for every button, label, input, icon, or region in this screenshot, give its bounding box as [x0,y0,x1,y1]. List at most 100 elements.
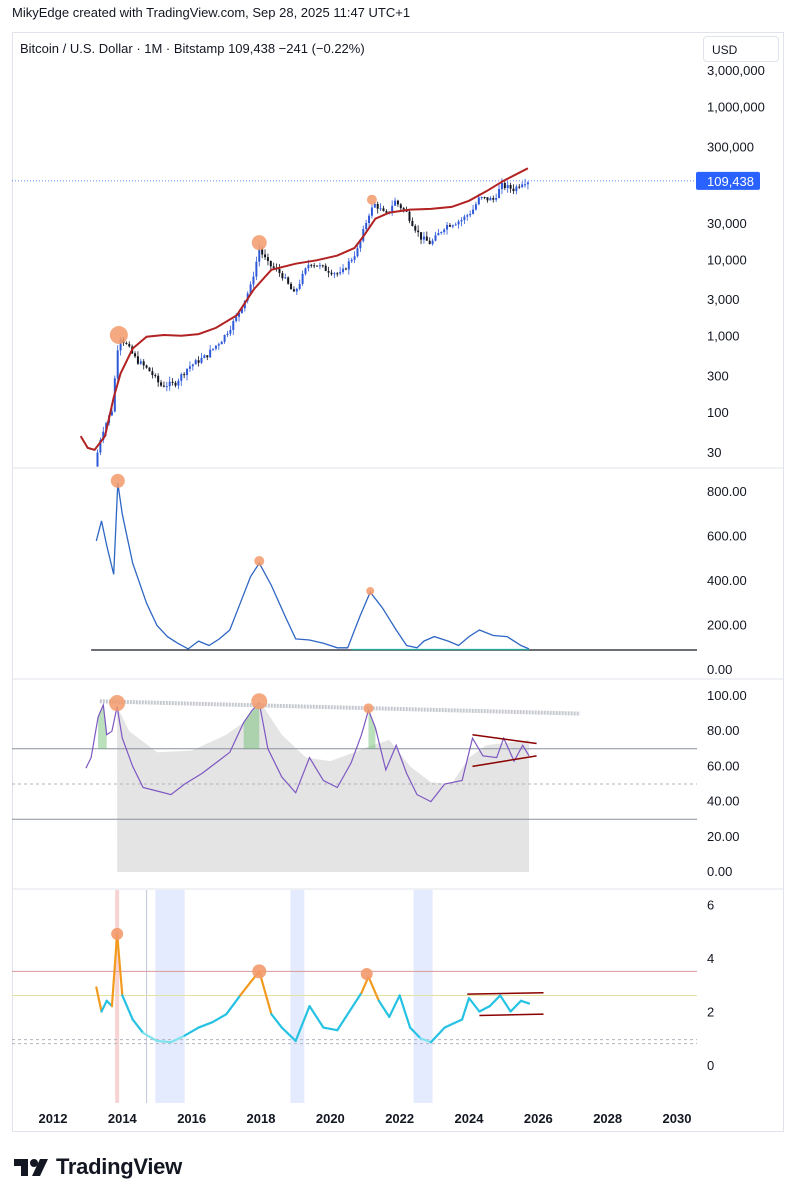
price-candle [446,225,449,230]
x-axis-tick: 2028 [593,1111,622,1126]
price-candle [437,233,440,236]
price-axis-tick: 3,000 [707,292,740,307]
rsi-axis-tick: 100.00 [707,688,747,703]
price-candle [191,364,194,367]
pane2-peak-marker [366,587,375,596]
pane4-oscillator-segment [336,1007,353,1032]
pane4-peak-marker [111,927,124,940]
chart-frame [12,32,784,1132]
legend-last-price: 109,438 [228,41,279,56]
bear-zone-shading [290,890,305,1103]
pane4-oscillator-segment [509,999,523,1013]
price-candle [483,197,486,199]
price-candle [408,211,411,221]
price-candle [102,431,105,441]
price-candle [145,365,148,368]
price-candle [411,220,414,226]
price-candle [304,268,307,274]
price-candle [168,381,171,387]
price-candle [194,360,197,365]
price-candle [99,440,102,453]
x-axis-tick: 2024 [455,1111,485,1126]
price-candle [177,380,180,386]
price-candle [365,222,368,230]
price-candle [171,381,174,383]
price-candle [310,264,313,266]
price-candle [368,215,371,223]
price-axis-tick: 1,000,000 [707,99,765,114]
pane4-axis-tick: 4 [707,951,714,966]
pane4-channel-lower [479,1013,544,1017]
pane4-peak-marker [252,964,267,979]
pane4-axis-tick: 2 [707,1005,714,1020]
price-candle [214,345,217,349]
price-candle [183,374,186,376]
price-axis-tick: 100 [707,405,729,420]
pane4-oscillator-segment [350,991,363,1010]
price-candle [448,225,451,227]
pane4-oscillator-segment [429,1026,446,1044]
price-candle [344,268,347,270]
rsi-axis-tick: 0.00 [707,864,732,879]
price-candle [116,350,119,379]
price-candle [434,235,437,241]
x-axis-tick: 2020 [316,1111,345,1126]
pane4-oscillator-segment [169,1034,186,1044]
price-candle [451,225,454,227]
tradingview-logo[interactable]: TradingView [14,1154,182,1180]
price-candle [512,188,515,192]
price-candle [330,272,333,275]
currency-button[interactable]: USD [703,36,779,62]
price-candle [324,265,327,271]
price-candle [264,254,267,258]
price-candle [391,205,394,212]
price-candle [524,184,527,186]
price-candle [359,240,362,249]
price-candle [428,240,431,245]
price-candle [162,385,165,387]
price-candle [96,452,99,467]
price-candle [180,374,183,381]
price-axis-tick: 30 [707,445,721,460]
rsi-peak-marker [363,703,374,714]
rsi-peak-marker [251,693,268,710]
price-candle [119,339,122,351]
price-candle [307,264,310,269]
price-candle [443,229,446,233]
bear-zone-shading [155,890,185,1103]
price-candle [454,224,457,226]
pane4-oscillator-segment [183,1026,200,1037]
price-candle [220,341,223,345]
pane4-oscillator-segment [225,994,242,1016]
price-candle [399,204,402,209]
price-candle [186,368,189,376]
price-axis-tick: 1,000 [707,329,740,344]
price-candle [226,333,229,335]
price-candle [281,273,284,279]
price-candle [235,316,238,322]
price-candle [151,371,154,376]
price-peak-marker [366,194,377,205]
legend-change: −241 (−0.22%) [279,41,365,56]
tradingview-wordmark: TradingView [56,1154,182,1179]
pane4-axis-tick: 6 [707,898,714,913]
pane4-channel-upper [467,992,544,995]
price-candle [249,284,252,294]
pane4-oscillator-segment [95,986,103,1013]
price-candle [472,209,475,214]
price-candle [353,256,356,260]
price-candle [521,184,524,188]
price-candle [287,277,290,284]
pane4-oscillator-segment [121,994,134,1021]
price-candle [188,366,191,369]
pane2-peak-marker [110,473,125,488]
rsi-overbought-fill [243,703,260,749]
pane4-oscillator-segment [116,932,124,997]
price-candle [295,288,298,292]
pane2-axis-tick: 600.00 [707,529,747,544]
price-candle [498,189,501,199]
price-candle [460,220,463,222]
price-candle [396,200,399,205]
pane4-oscillator-segment [519,999,531,1005]
